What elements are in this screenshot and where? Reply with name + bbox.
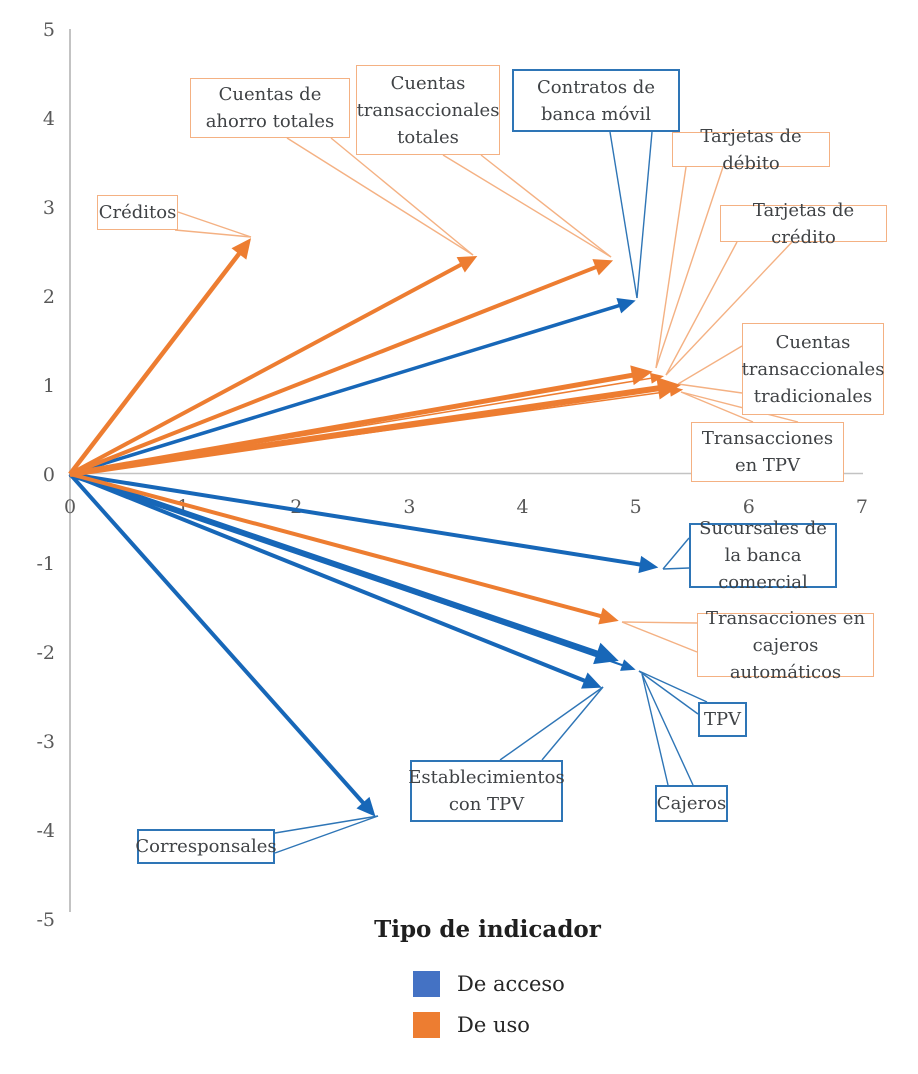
callout-line-sucursales-de-la-banca-comercial	[662, 537, 690, 570]
callout-line-tarjetas-de-credito	[665, 241, 793, 376]
arrow-tarjetas-de-debito-head	[630, 365, 653, 386]
x-tick-label: 7	[856, 496, 868, 518]
chart-label-sucursales-de-la-banca-comercial: Sucursales de la banca comercial	[689, 518, 837, 593]
legend-swatch-uso	[413, 1012, 440, 1038]
arrow-tpv-head	[620, 659, 636, 671]
callout-line-establecimientos-con-tpv	[541, 686, 604, 761]
x-tick-label: 5	[630, 496, 642, 518]
chart-label-tarjetas-de-debito: Tarjetas de débito	[672, 126, 830, 174]
arrow-corresponsales-head	[356, 796, 376, 817]
arrow-corresponsales-shaft	[68, 472, 366, 806]
legend-entry-uso: De uso	[413, 1012, 530, 1038]
callout-line-transacciones-en-tpv	[680, 391, 754, 423]
callout-line-sucursales-de-la-banca-comercial	[662, 567, 690, 570]
chart-label-tarjetas-de-credito: Tarjetas de crédito	[720, 200, 887, 248]
arrow-establecimientos-con-tpv-shaft	[69, 472, 587, 684]
chart-label-cajeros: Cajeros	[655, 785, 728, 822]
chart-label-cuentas-de-ahorro-totales: Cuentas de ahorro totales	[190, 78, 350, 138]
callout-line-cuentas-transaccionales-totales	[442, 154, 612, 258]
chart-label-establecimientos-con-tpv: Establecimientos con TPV	[408, 760, 565, 822]
x-tick-label: 6	[743, 496, 755, 518]
arrow-contratos-de-banca-movil-shaft	[69, 303, 622, 476]
arrow-cuentas-de-ahorro-totales-head	[456, 255, 478, 273]
arrow-creditos-head	[231, 238, 252, 260]
callout-line-transacciones-en-cajeros-automaticos	[621, 621, 698, 624]
legend-label-acceso: De acceso	[457, 972, 565, 996]
callout-line-cuentas-transaccionales-tradicionales	[677, 383, 743, 394]
y-tick-label: -1	[36, 553, 55, 575]
callout-line-transacciones-en-tpv	[680, 391, 799, 423]
callout-line-tpv	[638, 670, 708, 703]
arrow-transacciones-en-cajeros-automaticos-head	[598, 607, 619, 625]
y-tick-label: 4	[43, 108, 55, 130]
x-tick-label: 4	[517, 496, 529, 518]
callout-line-contratos-de-banca-movil	[609, 131, 638, 299]
legend-title: Tipo de indicador	[374, 916, 601, 943]
arrow-establecimientos-con-tpv-head	[581, 672, 602, 689]
x-tick-label: 2	[290, 496, 302, 518]
callout-line-cajeros	[641, 673, 694, 786]
callout-line-cuentas-de-ahorro-totales	[286, 137, 474, 256]
callout-line-cuentas-transaccionales-totales	[480, 154, 612, 258]
callout-line-tarjetas-de-debito	[655, 166, 687, 369]
arrow-sucursales-de-la-banca-comercial-shaft	[69, 472, 643, 567]
y-tick-label: 5	[43, 19, 55, 41]
arrow-transacciones-en-tpv-shaft	[69, 390, 673, 475]
chart-label-cuentas-transaccionales-totales: Cuentas transaccionales totales	[356, 65, 500, 155]
chart-label-corresponsales: Corresponsales	[135, 829, 277, 864]
y-tick-label: -5	[36, 909, 55, 931]
legend-label-uso: De uso	[457, 1013, 530, 1037]
chart-label-transacciones-en-tpv: Transacciones en TPV	[691, 422, 844, 482]
arrow-transacciones-en-cajeros-automaticos-shaft	[69, 472, 604, 619]
callout-line-transacciones-en-cajeros-automaticos	[621, 621, 698, 653]
x-tick-label: 0	[64, 496, 76, 518]
y-tick-label: 0	[43, 464, 55, 486]
x-tick-label: 3	[403, 496, 415, 518]
legend-swatch-acceso	[413, 971, 440, 997]
arrow-cuentas-transaccionales-tradicionales-head	[656, 377, 681, 400]
arrow-transacciones-en-tpv-head	[669, 385, 684, 397]
chart-label-creditos: Créditos	[97, 195, 178, 230]
y-tick-label: -3	[36, 731, 55, 753]
callout-line-tarjetas-de-debito	[655, 166, 724, 369]
arrow-cajeros-head	[593, 642, 619, 665]
callout-line-establecimientos-con-tpv	[499, 686, 604, 761]
legend-entry-acceso: De acceso	[413, 971, 565, 997]
arrow-cuentas-transaccionales-totales-head	[592, 259, 614, 276]
chart-label-contratos-de-banca-movil: Contratos de banca móvil	[512, 69, 680, 132]
chart-label-tpv: TPV	[698, 702, 747, 737]
arrow-contratos-de-banca-movil-head	[616, 297, 636, 314]
callout-line-contratos-de-banca-movil	[636, 131, 653, 299]
callout-line-corresponsales	[274, 815, 379, 854]
y-tick-label: -4	[36, 820, 55, 842]
callout-line-cuentas-de-ahorro-totales	[330, 137, 474, 256]
callout-line-creditos	[174, 229, 252, 238]
chart-label-cuentas-transaccionales-tradicionales: Cuentas transaccionales tradicionales	[742, 323, 884, 415]
y-tick-label: -2	[36, 642, 55, 664]
callout-line-tpv	[638, 670, 699, 715]
chart-label-transacciones-en-cajeros-automaticos: Transacciones en cajeros automáticos	[697, 608, 874, 683]
callout-line-tarjetas-de-credito	[665, 241, 738, 376]
arrow-creditos-shaft	[68, 250, 242, 476]
arrow-sucursales-de-la-banca-comercial-head	[638, 555, 659, 574]
y-tick-label: 2	[43, 286, 55, 308]
callout-line-cuentas-transaccionales-tradicionales	[677, 345, 743, 385]
arrow-cajeros-shaft	[69, 471, 600, 657]
callout-line-corresponsales	[274, 815, 379, 834]
callout-line-cajeros	[641, 673, 669, 786]
arrow-cuentas-transaccionales-tradicionales-shaft	[69, 385, 661, 477]
y-tick-label: 3	[43, 197, 55, 219]
arrow-cuentas-de-ahorro-totales-shaft	[69, 262, 464, 476]
callout-line-creditos	[177, 211, 252, 238]
arrow-cuentas-transaccionales-totales-shaft	[69, 264, 599, 476]
y-tick-label: 1	[43, 375, 55, 397]
